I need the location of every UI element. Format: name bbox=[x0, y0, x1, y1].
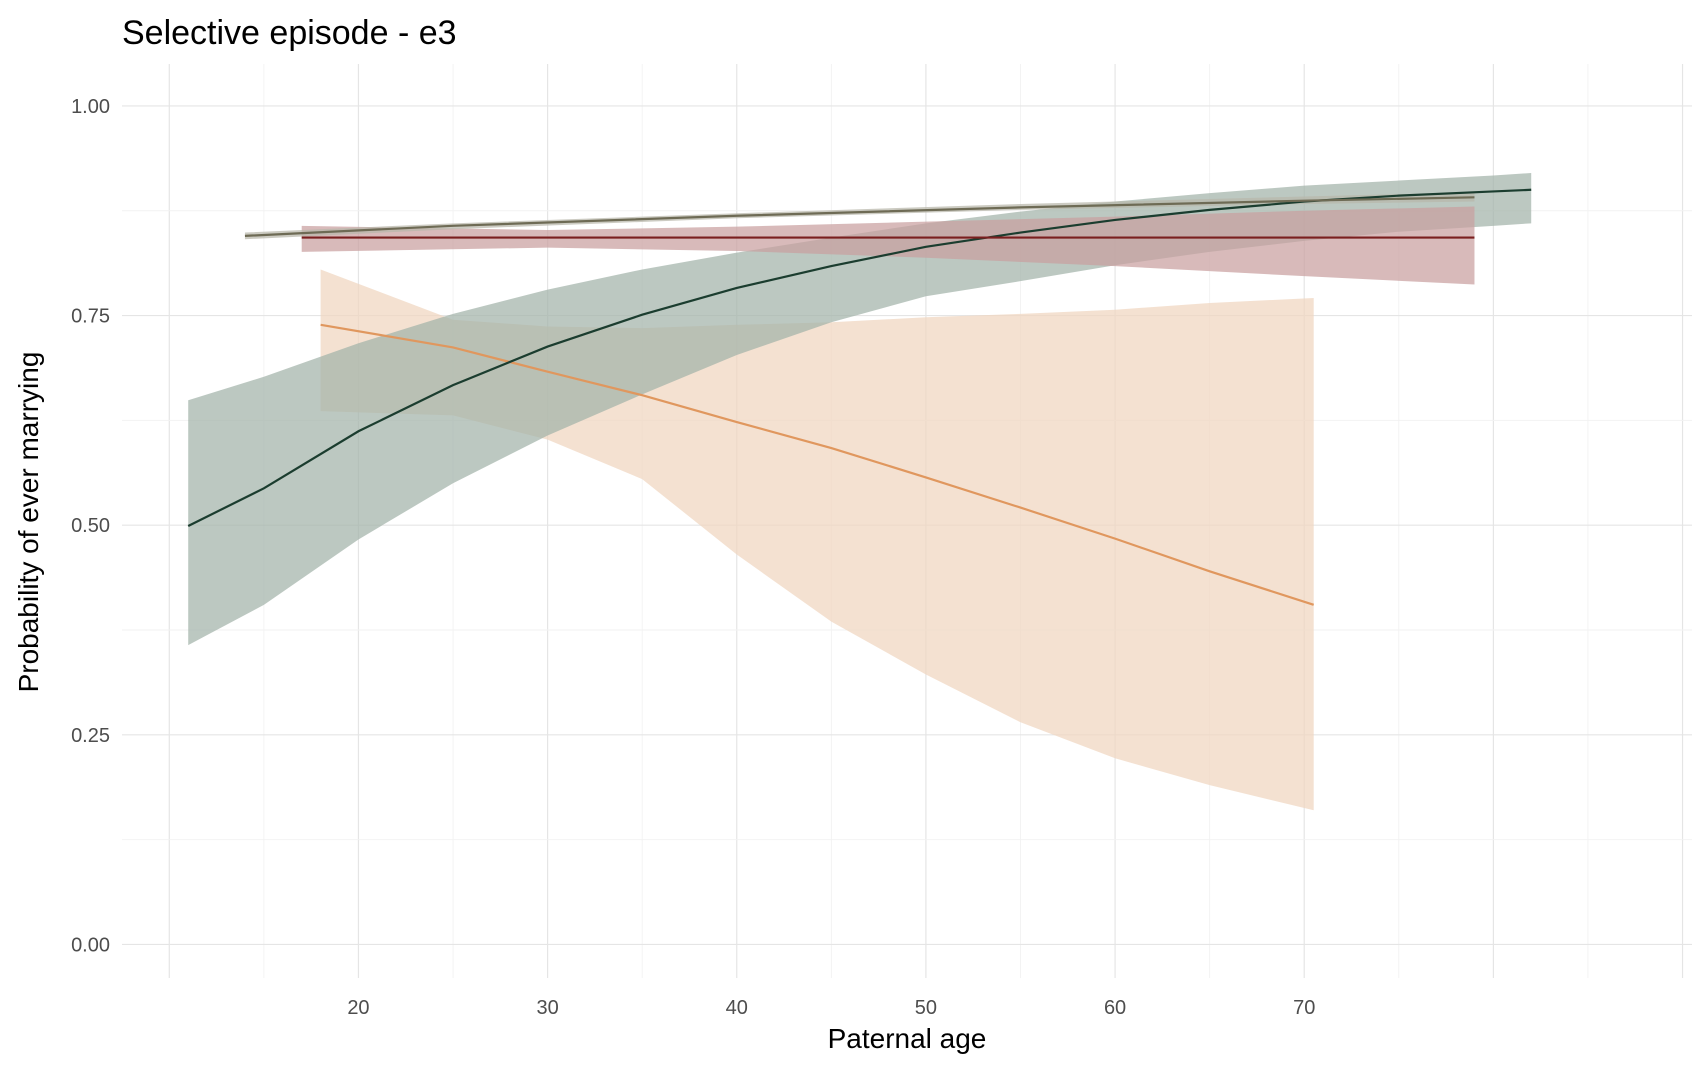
series-lines bbox=[187, 188, 1532, 606]
x-tick-label: 40 bbox=[726, 997, 748, 1019]
confidence-band-3 bbox=[301, 206, 1475, 285]
y-tick-label: 0.25 bbox=[71, 725, 110, 747]
y-axis-ticks: 0.00 0.25 0.50 0.75 1.00 bbox=[71, 96, 110, 957]
x-tick-label: 70 bbox=[1293, 997, 1315, 1019]
y-tick-label: 1.00 bbox=[71, 96, 110, 118]
x-axis-ticks: 20 30 40 50 60 70 bbox=[347, 997, 1315, 1019]
y-tick-label: 0.50 bbox=[71, 515, 110, 537]
x-tick-label: 30 bbox=[536, 997, 558, 1019]
y-axis-title: Probability of ever marrying bbox=[13, 352, 44, 693]
series-line-2 bbox=[187, 188, 1532, 528]
x-tick-label: 20 bbox=[347, 997, 369, 1019]
chart-title: Selective episode - e3 bbox=[122, 14, 457, 52]
y-tick-label: 0.75 bbox=[71, 306, 110, 328]
series-line-4 bbox=[244, 196, 1475, 237]
confidence-bands bbox=[188, 173, 1532, 811]
y-tick-label: 0.00 bbox=[71, 934, 110, 956]
series-line-1 bbox=[320, 323, 1315, 606]
x-axis-title: Paternal age bbox=[828, 1023, 987, 1054]
x-tick-label: 60 bbox=[1104, 997, 1126, 1019]
x-tick-label: 50 bbox=[915, 997, 937, 1019]
